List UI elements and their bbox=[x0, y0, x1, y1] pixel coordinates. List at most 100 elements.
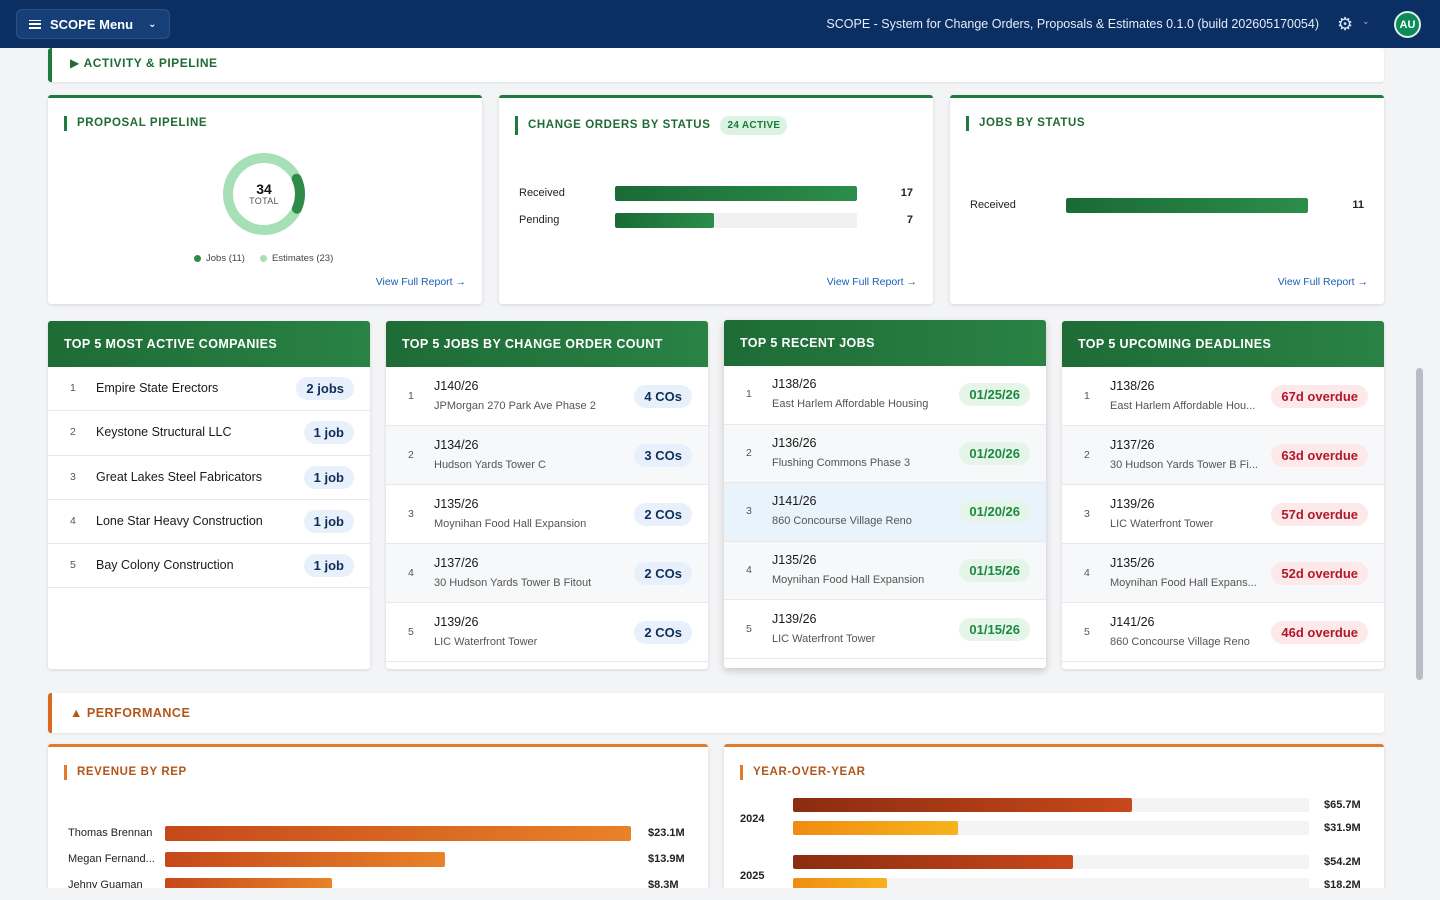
co-count-badge: 3 COs bbox=[634, 443, 692, 467]
job-name: East Harlem Affordable Hou... bbox=[1110, 399, 1256, 412]
bar-label: Received bbox=[970, 199, 1016, 211]
list-item[interactable]: 3 J141/26 860 Concourse Village Reno 01/20/… bbox=[724, 483, 1046, 542]
rank-number: 5 bbox=[746, 622, 752, 635]
list-item[interactable]: 2 J136/26 Flushing Commons Phase 3 01/20/26 bbox=[724, 424, 1046, 484]
bar-label: Pending bbox=[519, 214, 560, 226]
jobs-co-list: 1 J140/26 JPMorgan 270 Park Ave Phase 2 4 C… bbox=[386, 367, 708, 662]
list-item[interactable]: 3 J135/26 Moynihan Food Hall Expansion 2 CO… bbox=[386, 485, 708, 544]
list-item[interactable]: 2 J137/26 30 Hudson Yards Tower B Fi... 63d… bbox=[1062, 426, 1384, 485]
yoy-value: $65.7M bbox=[1324, 799, 1361, 811]
list-item[interactable]: 1 J138/26 East Harlem Affordable Housing 01… bbox=[724, 366, 1046, 425]
proposal-pipeline-card: PROPOSAL PIPELINE 34 TOTAL Jobs (11) Est… bbox=[48, 95, 482, 304]
bar-value: 17 bbox=[900, 187, 913, 199]
company-name: Bay Colony Construction bbox=[96, 558, 234, 573]
chevron-down-icon: ⌄ bbox=[148, 18, 157, 30]
job-count-badge: 2 jobs bbox=[296, 377, 354, 401]
list-item[interactable]: 4 J137/26 30 Hudson Yards Tower B Fitout 2 … bbox=[386, 544, 708, 603]
job-number: J138/26 bbox=[772, 377, 817, 392]
list-item[interactable]: 3 Great Lakes Steel Fabricators 1 job bbox=[48, 456, 370, 500]
job-number: J135/26 bbox=[1110, 555, 1155, 570]
list-title: TOP 5 UPCOMING DEADLINES bbox=[1062, 321, 1384, 367]
rank-number: 2 bbox=[408, 448, 414, 461]
bar-fill bbox=[615, 186, 857, 201]
scope-menu-button[interactable]: SCOPE Menu ⌄ bbox=[16, 9, 170, 39]
job-name: LIC Waterfront Tower bbox=[434, 635, 538, 648]
co-count-badge: 2 COs bbox=[634, 502, 692, 526]
rank-number: 5 bbox=[408, 625, 414, 638]
overdue-badge: 52d overdue bbox=[1271, 561, 1368, 585]
list-item[interactable]: 4 J135/26 Moynihan Food Hall Expans... 52d … bbox=[1062, 544, 1384, 603]
bar-track bbox=[615, 186, 857, 201]
job-number: J141/26 bbox=[1110, 614, 1155, 629]
rank-number: 3 bbox=[746, 505, 752, 518]
view-full-report-link[interactable]: View Full Report → bbox=[375, 276, 466, 288]
overdue-badge: 57d overdue bbox=[1271, 502, 1368, 526]
chevron-down-icon[interactable]: ⌄ bbox=[1362, 16, 1370, 26]
job-count-badge: 1 job bbox=[303, 421, 354, 445]
job-name: 860 Concourse Village Reno bbox=[1110, 635, 1250, 648]
hamburger-icon bbox=[29, 19, 41, 29]
rank-number: 2 bbox=[1084, 448, 1090, 461]
list-item[interactable]: 2 J134/26 Hudson Yards Tower C 3 COs bbox=[386, 426, 708, 485]
list-item[interactable]: 5 J139/26 LIC Waterfront Tower 2 COs bbox=[386, 603, 708, 662]
yoy-value: $31.9M bbox=[1324, 822, 1361, 834]
revenue-by-rep-card: REVENUE BY REP Thomas Brennan $23.1M Megan… bbox=[48, 744, 708, 900]
bar-fill bbox=[1066, 198, 1308, 213]
job-count-badge: 1 job bbox=[303, 465, 354, 489]
scope-menu-label: SCOPE Menu bbox=[50, 16, 134, 32]
list-title: TOP 5 JOBS BY CHANGE ORDER COUNT bbox=[386, 321, 708, 367]
rank-number: 1 bbox=[70, 382, 76, 395]
view-full-report-link[interactable]: View Full Report → bbox=[1277, 276, 1368, 288]
donut-center: 34 TOTAL bbox=[220, 150, 308, 238]
job-number: J139/26 bbox=[434, 614, 479, 629]
list-item[interactable]: 1 Empire State Erectors 2 jobs bbox=[48, 367, 370, 412]
yoy-bar bbox=[793, 798, 1132, 812]
list-item[interactable]: 3 J139/26 LIC Waterfront Tower 57d overdue bbox=[1062, 485, 1384, 544]
jobs-by-status-card: JOBS BY STATUS Received 11 View Full Rep… bbox=[950, 95, 1384, 304]
year-label: 2024 bbox=[740, 813, 765, 825]
list-item[interactable]: 1 J138/26 East Harlem Affordable Hou... 67d… bbox=[1062, 367, 1384, 426]
revenue-value: $23.1M bbox=[648, 827, 685, 839]
revenue-bar bbox=[165, 826, 631, 841]
job-name: Moynihan Food Hall Expans... bbox=[1110, 576, 1257, 589]
date-badge: 01/20/26 bbox=[959, 500, 1030, 524]
activity-pipeline-section[interactable]: ▶ ACTIVITY & PIPELINE bbox=[48, 48, 1384, 82]
rank-number: 2 bbox=[70, 426, 76, 439]
job-number: J137/26 bbox=[1110, 437, 1155, 452]
job-name: Moynihan Food Hall Expansion bbox=[772, 574, 925, 587]
scrollbar-thumb[interactable] bbox=[1416, 368, 1423, 680]
list-item[interactable]: 2 Keystone Structural LLC 1 job bbox=[48, 411, 370, 456]
date-badge: 01/15/26 bbox=[959, 617, 1030, 641]
bar-value: 7 bbox=[906, 214, 913, 226]
list-item[interactable]: 1 J140/26 JPMorgan 270 Park Ave Phase 2 4 C… bbox=[386, 367, 708, 426]
rank-number: 3 bbox=[1084, 507, 1090, 520]
performance-section[interactable]: ▲ PERFORMANCE bbox=[48, 693, 1384, 733]
view-full-report-link[interactable]: View Full Report → bbox=[826, 276, 917, 288]
avatar[interactable]: AU bbox=[1394, 11, 1421, 38]
performance-section-title: PERFORMANCE bbox=[86, 706, 191, 720]
co-bar-row: Received 17 bbox=[519, 186, 913, 202]
card-title: REVENUE BY REP bbox=[64, 765, 187, 780]
job-number: J138/26 bbox=[1110, 378, 1155, 393]
top-companies-card: TOP 5 MOST ACTIVE COMPANIES 1 Empire Stat… bbox=[48, 321, 370, 669]
company-name: Empire State Erectors bbox=[96, 381, 219, 396]
job-number: J139/26 bbox=[1110, 496, 1155, 511]
yoy-bar bbox=[793, 821, 958, 835]
rank-number: 4 bbox=[1084, 566, 1090, 579]
list-item[interactable]: 4 Lone Star Heavy Construction 1 job bbox=[48, 500, 370, 545]
top-jobs-co-card: TOP 5 JOBS BY CHANGE ORDER COUNT 1 J140/2… bbox=[386, 321, 708, 669]
rank-number: 4 bbox=[746, 564, 752, 577]
rank-number: 1 bbox=[408, 389, 414, 402]
recent-jobs-list: 1 J138/26 East Harlem Affordable Housing 01… bbox=[724, 366, 1046, 659]
list-item[interactable]: 4 J135/26 Moynihan Food Hall Expansion 01/1… bbox=[724, 541, 1046, 601]
list-item[interactable]: 5 J141/26 860 Concourse Village Reno 46d ov… bbox=[1062, 603, 1384, 662]
job-number: J134/26 bbox=[434, 437, 479, 452]
list-item[interactable]: 5 Bay Colony Construction 1 job bbox=[48, 544, 370, 589]
gear-icon[interactable]: ⚙ bbox=[1337, 14, 1354, 34]
year-label: 2025 bbox=[740, 870, 765, 882]
expand-triangle-icon: ▶ bbox=[70, 56, 84, 70]
rank-number: 4 bbox=[70, 515, 76, 528]
job-name: LIC Waterfront Tower bbox=[1110, 517, 1214, 530]
job-number: J135/26 bbox=[434, 496, 479, 511]
list-item[interactable]: 5 J139/26 LIC Waterfront Tower 01/15/26 bbox=[724, 600, 1046, 659]
